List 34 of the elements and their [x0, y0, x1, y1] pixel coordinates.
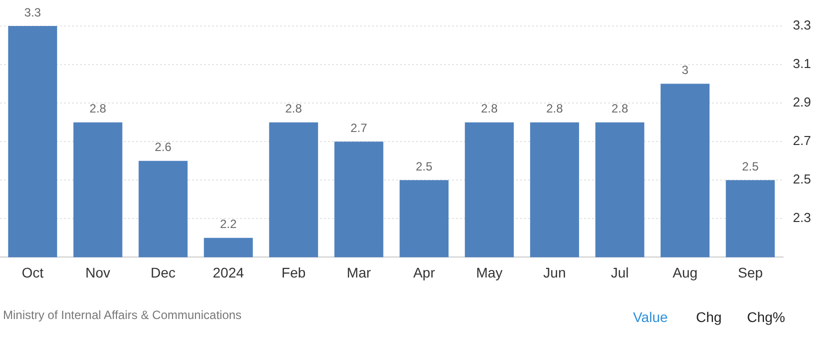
data-label: 2.6	[154, 140, 172, 154]
y-tick-label: 2.3	[792, 210, 812, 226]
data-label: 2.8	[546, 102, 564, 116]
data-label: 2.5	[416, 159, 433, 174]
y-tick-label: 3.3	[792, 18, 812, 33]
x-tick-label: Mar	[346, 264, 372, 280]
x-tick-label: Jun	[543, 264, 566, 280]
x-tick-label: Oct	[22, 264, 44, 280]
data-label: 2.7	[350, 120, 368, 135]
data-label: 3.3	[24, 5, 42, 20]
text: Value	[633, 309, 668, 325]
data-label: 2.8	[611, 102, 628, 116]
x-tick-label: Nov	[85, 264, 110, 280]
text: Chg	[696, 309, 722, 325]
data-label: 2.8	[480, 102, 498, 116]
y-tick-label: 2.7	[792, 133, 812, 148]
x-tick-label: Aug	[672, 264, 698, 280]
text: Ministry of Internal Affairs & Communications	[3, 308, 242, 322]
data-label: 3	[682, 63, 689, 78]
x-tick-label: May	[476, 264, 503, 280]
data-label: 2.8	[285, 102, 302, 116]
y-tick-label: 3.1	[792, 56, 812, 72]
x-tick-label: Jul	[610, 264, 629, 280]
x-tick-label: Feb	[282, 264, 306, 280]
x-tick-label: Dec	[150, 264, 176, 280]
x-tick-label: Sep	[738, 264, 763, 280]
data-label: 2.8	[90, 102, 107, 116]
data-label: 2.2	[220, 217, 238, 232]
x-tick-label: 2024	[212, 264, 244, 280]
x-tick-label: Apr	[413, 264, 436, 280]
data-label: 2.5	[742, 159, 759, 174]
text: Chg%	[747, 309, 786, 325]
y-tick-label: 2.5	[792, 172, 812, 187]
y-tick-label: 2.9	[792, 94, 812, 110]
